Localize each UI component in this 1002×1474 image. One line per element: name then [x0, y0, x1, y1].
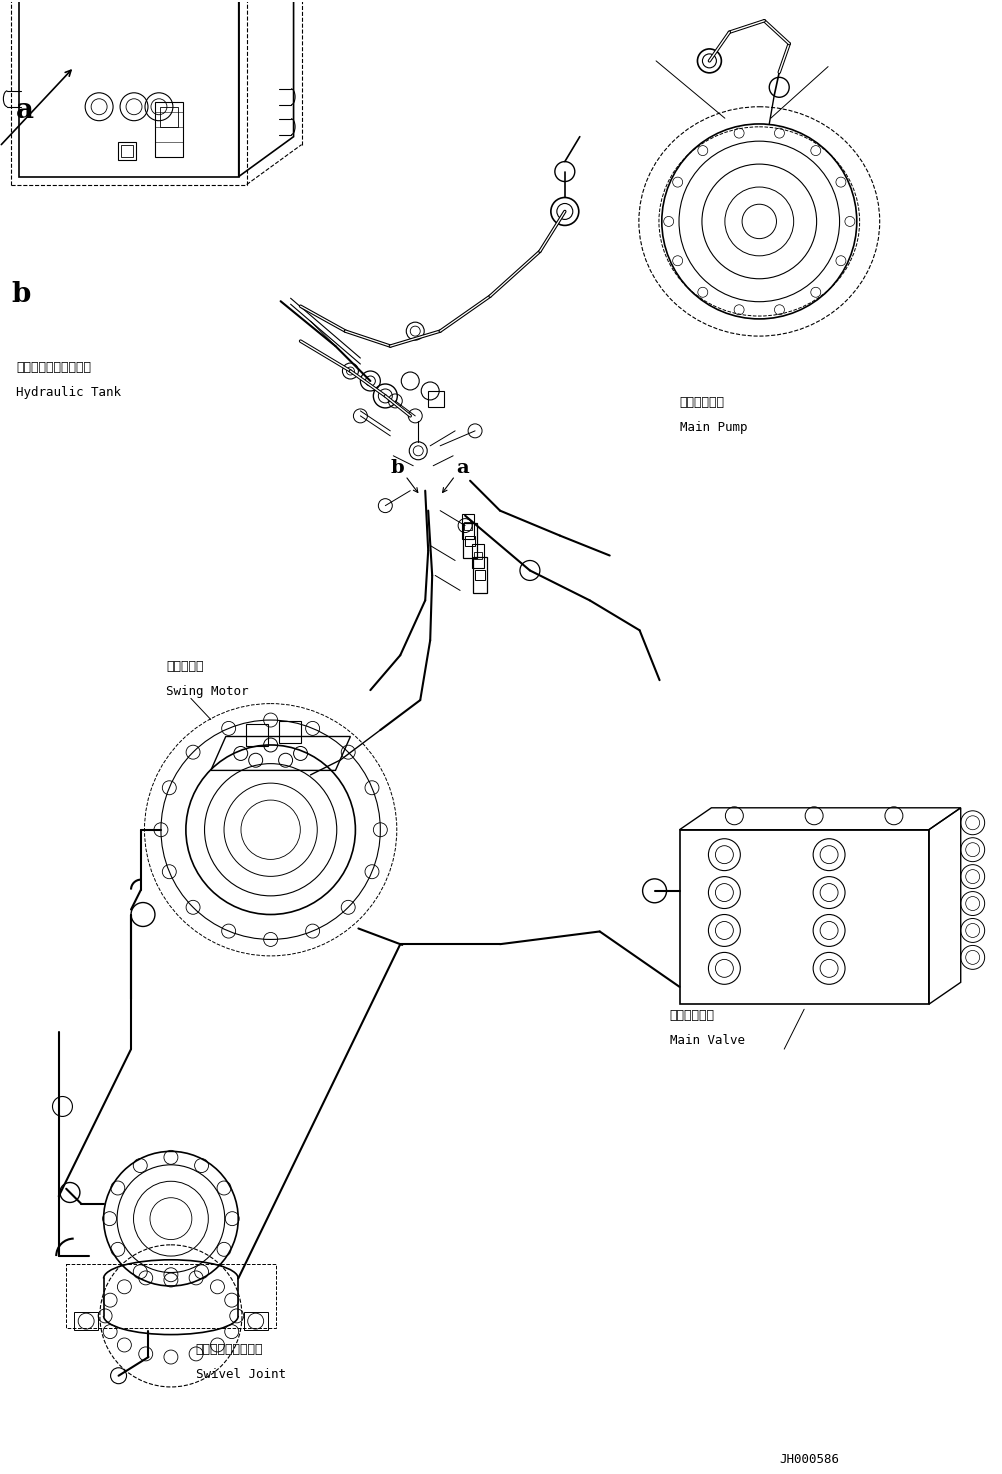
Text: ハイドロリックタンク: ハイドロリックタンク: [16, 361, 91, 374]
Bar: [475, 570, 485, 581]
Text: メインポンプ: メインポンプ: [678, 397, 723, 408]
Text: a: a: [16, 97, 34, 124]
Text: 旋回モータ: 旋回モータ: [165, 660, 203, 674]
Text: a: a: [456, 458, 468, 476]
Bar: [118, 142, 136, 159]
Text: JH000586: JH000586: [779, 1453, 839, 1467]
Bar: [19, 0, 238, 177]
Text: b: b: [11, 282, 31, 308]
Bar: [462, 513, 474, 538]
Text: Swing Motor: Swing Motor: [165, 685, 248, 699]
Bar: [472, 544, 484, 569]
Bar: [155, 102, 183, 156]
Bar: [66, 1263, 276, 1328]
Bar: [160, 106, 178, 127]
Bar: [279, 721, 301, 743]
Bar: [428, 391, 444, 407]
Bar: [74, 1312, 98, 1330]
Bar: [678, 830, 928, 1004]
Text: スイベルジョイント: スイベルジョイント: [195, 1343, 264, 1356]
Text: Main Pump: Main Pump: [678, 422, 746, 433]
Bar: [473, 557, 487, 594]
Text: Hydraulic Tank: Hydraulic Tank: [16, 386, 121, 399]
Bar: [464, 522, 472, 529]
Text: メインバルブ: メインバルブ: [669, 1010, 713, 1023]
Bar: [463, 523, 477, 559]
Bar: [474, 551, 482, 560]
Bar: [465, 535, 475, 545]
Bar: [245, 724, 268, 746]
Bar: [121, 144, 133, 156]
Text: b: b: [390, 458, 404, 476]
Text: Swivel Joint: Swivel Joint: [195, 1368, 286, 1381]
Text: Main Valve: Main Valve: [669, 1035, 743, 1047]
Bar: [243, 1312, 268, 1330]
